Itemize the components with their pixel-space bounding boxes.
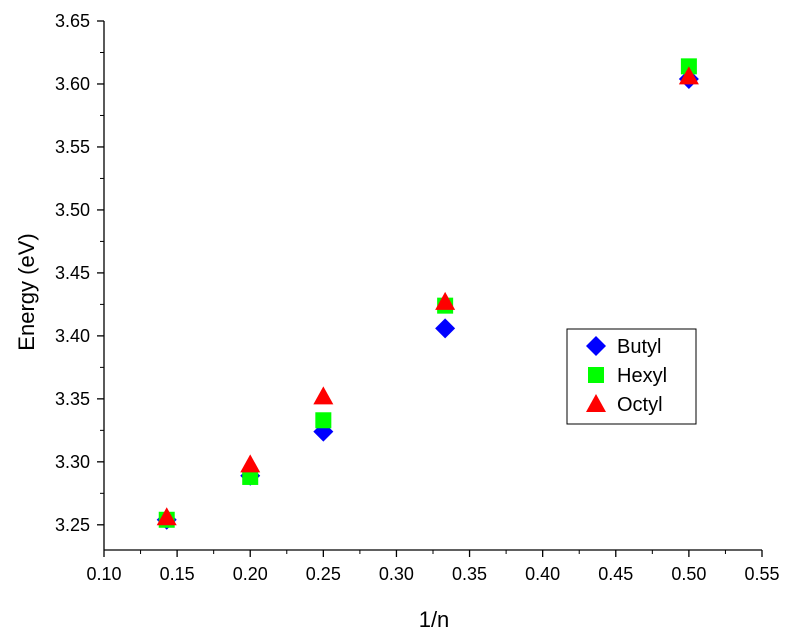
x-tick-label: 0.25 — [306, 564, 341, 584]
legend-butyl-label: Butyl — [617, 336, 661, 358]
octyl-point — [435, 291, 456, 310]
octyl-point — [313, 386, 334, 405]
x-tick-label: 0.55 — [744, 564, 779, 584]
hexyl-point — [315, 412, 332, 429]
x-tick-label: 0.40 — [525, 564, 560, 584]
legend-octyl-marker — [586, 394, 606, 412]
octyl-point — [156, 507, 177, 526]
y-tick-label: 3.65 — [55, 11, 90, 31]
legend-hexyl-label: Hexyl — [617, 365, 667, 387]
y-tick-label: 3.35 — [55, 389, 90, 409]
x-tick-label: 0.45 — [598, 564, 633, 584]
y-tick-label: 3.55 — [55, 137, 90, 157]
data-markers — [156, 58, 699, 530]
legend-butyl-marker — [586, 336, 606, 356]
legend-hexyl-marker — [588, 367, 604, 383]
hexyl-point — [242, 468, 259, 485]
x-tick-label: 0.50 — [671, 564, 706, 584]
x-axis-ticks: 0.10 0.15 0.20 0.25 0.30 0.35 0.40 0.45 0.50 0.55 — [86, 550, 780, 584]
y-axis-ticks: 3.25 3.30 3.35 3.40 3.45 3.50 3.55 3.60 3.65 — [55, 11, 104, 535]
x-tick-label: 0.20 — [233, 564, 268, 584]
hexyl-point — [680, 58, 697, 75]
x-axis-title: 1/n — [419, 607, 450, 632]
axes — [103, 21, 762, 551]
y-tick-label: 3.60 — [55, 74, 90, 94]
x-tick-label: 0.35 — [452, 564, 487, 584]
octyl-point — [678, 66, 699, 85]
octyl-point — [240, 454, 261, 473]
y-tick-label: 3.25 — [55, 515, 90, 535]
y-tick-label: 3.40 — [55, 326, 90, 346]
y-tick-label: 3.50 — [55, 200, 90, 220]
butyl-point — [435, 318, 456, 339]
legend: Butyl Hexyl Octyl — [566, 328, 697, 425]
x-tick-label: 0.30 — [379, 564, 414, 584]
x-tick-label: 0.10 — [86, 564, 121, 584]
y-tick-label: 3.30 — [55, 452, 90, 472]
y-axis-title: Energy (eV) — [14, 233, 39, 350]
y-tick-label: 3.45 — [55, 263, 90, 283]
legend-octyl-label: Octyl — [617, 394, 663, 416]
x-tick-label: 0.15 — [160, 564, 195, 584]
